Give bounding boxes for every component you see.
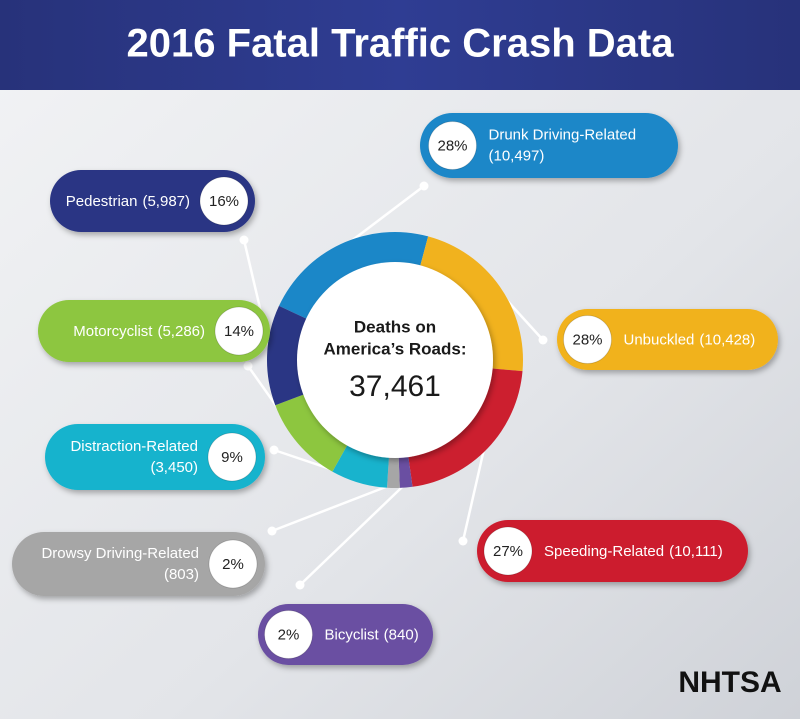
label-pill — [477, 520, 748, 582]
category-label: Unbuckled — [624, 331, 695, 348]
percent-circle — [214, 306, 264, 356]
count-label: (5,987) — [142, 193, 190, 210]
connector-line — [299, 482, 407, 586]
category-label: Pedestrian — [66, 193, 138, 210]
count-label: (10,111) — [669, 543, 723, 560]
category-label: Drowsy Driving-Related — [41, 545, 199, 562]
percent-label: 16% — [209, 193, 239, 210]
category-label: Bicyclist — [325, 626, 380, 643]
category-label: Drunk Driving-Related — [489, 126, 637, 143]
connector-dot — [239, 235, 249, 245]
connector-dot — [269, 445, 279, 455]
total: 37,461 — [349, 370, 441, 403]
percent-circle — [563, 315, 612, 364]
connector-dot — [295, 580, 305, 590]
center-label: Deaths on — [354, 317, 436, 336]
connector-dot — [267, 526, 277, 536]
header-bar — [0, 0, 800, 90]
connector-line — [271, 482, 394, 533]
donut-segment — [275, 392, 350, 472]
count-label: (3,450) — [150, 459, 198, 476]
count-label: (803) — [164, 566, 199, 583]
center-circle — [297, 262, 493, 458]
logo: NHTSA — [678, 666, 781, 699]
category-label: Motorcyclist — [73, 323, 153, 340]
percent-circle — [208, 539, 258, 589]
connector-dot — [458, 536, 468, 546]
label-pill — [420, 113, 678, 178]
connector-dot — [419, 181, 429, 191]
percent-label: 28% — [437, 137, 467, 154]
percent-circle — [207, 432, 257, 482]
category-text: Pedestrian (5,987) — [66, 193, 190, 210]
count-label: (5,286) — [157, 323, 205, 340]
percent-label: 2% — [222, 556, 244, 573]
title: 2016 Fatal Traffic Crash Data — [127, 22, 675, 66]
label-pill — [50, 170, 255, 232]
label-pill — [45, 424, 265, 490]
percent-label: 2% — [278, 626, 300, 643]
label-pill — [38, 300, 270, 362]
percent-label: 14% — [224, 323, 254, 340]
percent-label: 28% — [572, 331, 602, 348]
donut-segment — [387, 451, 400, 488]
category-label: Distraction-Related — [70, 438, 198, 455]
count-label: (10,497) — [489, 147, 545, 164]
category-text: Motorcyclist (5,286) — [73, 323, 205, 340]
count-label: (10,428) — [699, 331, 755, 348]
connector-dot — [538, 335, 548, 345]
count-label: (840) — [384, 626, 419, 643]
category-text: Unbuckled (10,428) — [624, 331, 756, 348]
connector-dot — [243, 361, 253, 371]
percent-circle — [483, 526, 533, 576]
percent-circle — [199, 176, 249, 226]
category-label: Speeding-Related — [544, 543, 664, 560]
connector-line — [341, 185, 425, 249]
category-text: Bicyclist (840) — [325, 626, 419, 643]
center-label: America’s Roads: — [324, 339, 467, 358]
percent-label: 9% — [221, 449, 243, 466]
label-pill — [12, 532, 265, 596]
connector-line — [461, 445, 487, 542]
percent-circle — [264, 610, 313, 659]
labels: 28% Drunk Driving-Related (10,497) 28% Unbuc… — [12, 113, 778, 665]
donut-segment — [398, 451, 413, 488]
label-pill — [557, 309, 778, 370]
percent-circle — [428, 121, 477, 170]
category-text: Speeding-Related (10,111) — [544, 543, 723, 560]
percent-label: 27% — [493, 543, 523, 560]
